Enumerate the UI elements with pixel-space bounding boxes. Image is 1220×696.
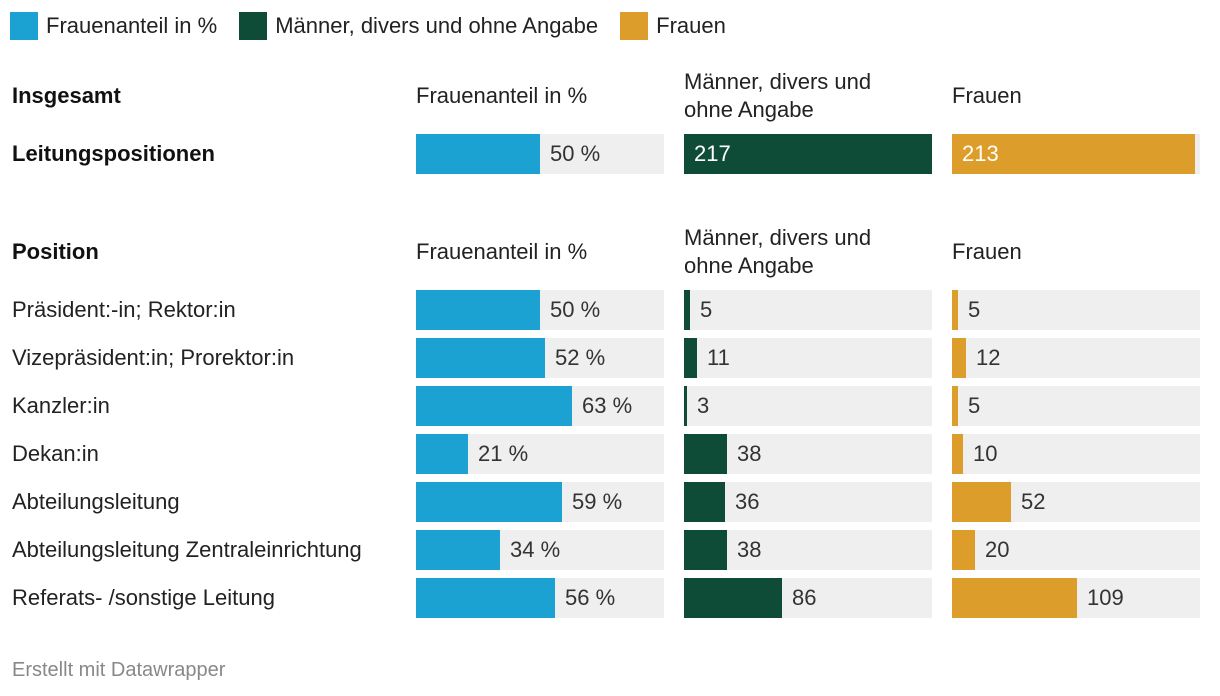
women-track: 52 [952, 482, 1200, 522]
row-label: Referats- /sonstige Leitung [12, 585, 275, 610]
share-bar [416, 338, 545, 378]
legend-label-men: Männer, divers und ohne Angabe [275, 13, 599, 38]
men-bar [684, 578, 782, 618]
men-track: 3 [684, 386, 932, 426]
legend-swatch-women [620, 12, 649, 40]
women-value-label: 12 [976, 345, 1001, 370]
men-value-label: 38 [737, 537, 762, 562]
men-track: 11 [684, 338, 932, 378]
share-bar [416, 134, 540, 174]
legend-item-women: Frauen [620, 12, 726, 40]
men-value-label: 36 [735, 489, 760, 514]
row-label: Abteilungsleitung Zentraleinrichtung [12, 537, 362, 562]
women-value-label: 20 [985, 537, 1010, 562]
men-bar [684, 290, 690, 330]
share-value-label: 59 % [572, 489, 623, 514]
men-bar [684, 482, 725, 522]
legend-label-share: Frauenanteil in % [46, 13, 218, 38]
position-section-col-header-men: Männer, divers und ohne Angabe [684, 225, 872, 278]
legend: Frauenanteil in % Männer, divers und ohn… [10, 10, 748, 42]
share-track: 34 % [416, 530, 664, 570]
legend-label-women: Frauen [656, 13, 726, 38]
men-bar [684, 134, 932, 174]
women-value-label: 52 [1021, 489, 1046, 514]
men-track: 38 [684, 434, 932, 474]
footer-credit: Erstellt mit Datawrapper [12, 659, 226, 681]
women-track: 5 [952, 386, 1200, 426]
women-bar [952, 482, 1011, 522]
row-label: Dekan:in [12, 441, 99, 466]
women-track: 20 [952, 530, 1200, 570]
women-track: 213 [952, 134, 1200, 174]
men-value-label: 86 [792, 585, 817, 610]
men-track: 217 [684, 134, 932, 174]
position-section-heading: Position [12, 239, 99, 264]
women-track: 109 [952, 578, 1200, 618]
legend-item-share: Frauenanteil in % [10, 12, 217, 40]
legend-swatch-share [10, 12, 38, 40]
row-label: Präsident:-in; Rektor:in [12, 297, 236, 322]
women-value-label: 5 [968, 393, 981, 418]
legend-item-men: Männer, divers und ohne Angabe [239, 12, 598, 40]
share-track: 56 % [416, 578, 664, 618]
total-section-col-header-share: Frauenanteil in % [416, 83, 588, 108]
men-track: 38 [684, 530, 932, 570]
men-value-label: 11 [707, 345, 730, 370]
row-label: Kanzler:in [12, 393, 110, 418]
share-bar [416, 482, 562, 522]
men-track: 5 [684, 290, 932, 330]
share-value-label: 50 % [550, 141, 601, 166]
share-bar [416, 530, 500, 570]
row-label: Abteilungsleitung [12, 489, 180, 514]
share-track: 63 % [416, 386, 664, 426]
share-track: 52 % [416, 338, 664, 378]
women-track: 5 [952, 290, 1200, 330]
men-track: 36 [684, 482, 932, 522]
women-track: 10 [952, 434, 1200, 474]
position-section-col-header-share: Frauenanteil in % [416, 239, 588, 264]
women-bar [952, 530, 975, 570]
share-track: 50 % [416, 290, 664, 330]
share-track: 50 % [416, 134, 664, 174]
men-value-label: 38 [737, 441, 762, 466]
women-bar [952, 290, 958, 330]
share-value-label: 21 % [478, 441, 529, 466]
women-value-label: 109 [1087, 585, 1124, 610]
legend-swatch-men [239, 12, 268, 40]
men-bar [684, 386, 687, 426]
share-track: 59 % [416, 482, 664, 522]
women-bar [952, 134, 1195, 174]
share-value-label: 56 % [565, 585, 616, 610]
women-value-label: 5 [968, 297, 981, 322]
men-value-label: 5 [700, 297, 713, 322]
share-bar [416, 386, 572, 426]
total-section-col-header-men: Männer, divers und ohne Angabe [684, 69, 872, 122]
women-bar [952, 338, 966, 378]
men-value-label: 217 [694, 141, 731, 166]
share-value-label: 34 % [510, 537, 561, 562]
position-section-col-header-women: Frauen [952, 239, 1022, 264]
women-bar [952, 386, 958, 426]
share-value-label: 63 % [582, 393, 633, 418]
women-bar [952, 434, 963, 474]
women-track: 12 [952, 338, 1200, 378]
row-label: Vizepräsident:in; Prorektor:in [12, 345, 295, 370]
share-value-label: 52 % [555, 345, 606, 370]
share-bar [416, 434, 468, 474]
total-section-heading: Insgesamt [12, 83, 121, 108]
share-track: 21 % [416, 434, 664, 474]
men-bar [684, 434, 727, 474]
share-bar [416, 290, 540, 330]
share-bar [416, 578, 555, 618]
men-bar [684, 338, 697, 378]
share-value-label: 50 % [550, 297, 601, 322]
row-label: Leitungspositionen [12, 141, 215, 166]
women-value-label: 10 [973, 441, 998, 466]
men-track: 86 [684, 578, 932, 618]
women-value-label: 213 [962, 141, 999, 166]
total-section-col-header-women: Frauen [952, 83, 1022, 108]
women-bar [952, 578, 1077, 618]
men-value-label: 3 [697, 393, 710, 418]
men-bar [684, 530, 727, 570]
